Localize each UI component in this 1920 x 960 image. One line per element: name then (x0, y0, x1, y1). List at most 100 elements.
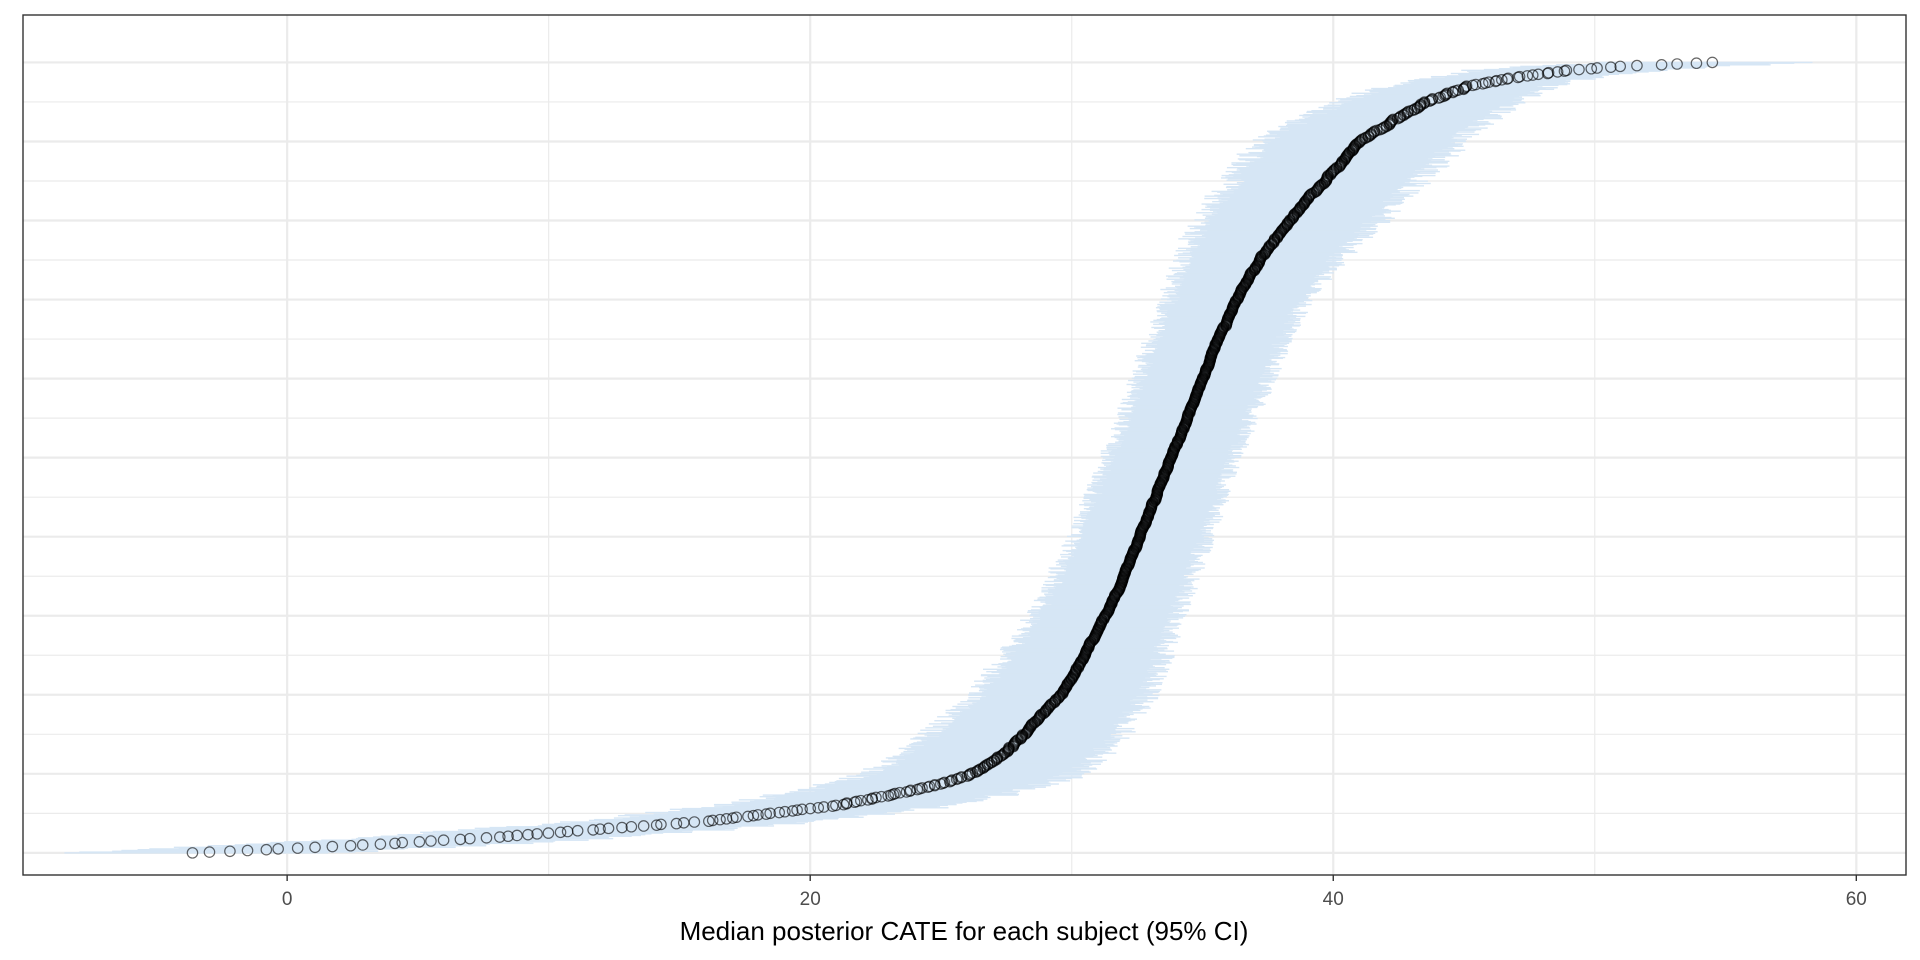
ci-bar (1027, 611, 1174, 614)
ci-bar (970, 708, 1143, 710)
ci-bar (999, 648, 1159, 651)
median-point (779, 805, 791, 818)
median-point (923, 780, 936, 793)
median-point (1671, 58, 1683, 70)
median-point (522, 828, 534, 841)
ci-bar (1279, 128, 1482, 131)
ci-bar (982, 691, 1159, 693)
ci-bar (1233, 189, 1420, 192)
ci-bar (1053, 595, 1193, 597)
ci-bar (1065, 563, 1206, 565)
median-point (309, 841, 321, 854)
ci-bar (1093, 472, 1222, 474)
ci-bar (1189, 265, 1340, 267)
ci-bar (1148, 374, 1279, 376)
median-point (594, 823, 606, 835)
ci-bar (598, 820, 814, 822)
ci-bar (422, 833, 652, 835)
median-point (850, 795, 863, 808)
ci-bar (1205, 236, 1374, 238)
ci-bar (1071, 525, 1203, 527)
ci-bar (731, 803, 956, 805)
ci-bar (207, 845, 487, 847)
ci-bar (64, 852, 329, 854)
ci-bar (617, 814, 855, 817)
ci-bar (1079, 542, 1212, 544)
ci-bar (1346, 97, 1515, 99)
ci-bar (1117, 407, 1248, 409)
median-point (938, 776, 951, 789)
ci-bar (506, 826, 742, 828)
ci-bar (1394, 84, 1559, 87)
ci-bar (137, 849, 378, 851)
ci-bar (1221, 177, 1411, 179)
ci-bar (1211, 190, 1399, 193)
median-point (1605, 61, 1617, 73)
ci-bar (645, 811, 887, 814)
ci-bar (1246, 165, 1450, 167)
median-point (655, 818, 667, 831)
median-point (1521, 70, 1534, 82)
ci-bar (570, 822, 797, 824)
ci-bar (420, 831, 693, 833)
ci-bar (789, 791, 1019, 793)
ci-bar (1201, 235, 1370, 237)
median-point (1502, 72, 1515, 85)
ci-bar (554, 822, 805, 825)
ci-bar (1012, 659, 1170, 662)
ci-bar (1156, 310, 1293, 312)
ci-bar (311, 840, 556, 842)
ci-bar (1263, 149, 1466, 151)
ci-bar (284, 841, 554, 843)
ci-bar (1590, 62, 1795, 64)
median-point (389, 837, 401, 850)
median-point (817, 801, 830, 813)
ci-bar (460, 830, 693, 832)
median-point (1426, 93, 1439, 105)
ci-bar (1178, 290, 1320, 292)
median-point (571, 824, 584, 837)
ci-bar (1542, 64, 1731, 67)
ci-bar (1248, 151, 1435, 154)
ci-bar (1414, 79, 1571, 81)
ci-bar (1142, 388, 1272, 390)
ci-bar (1147, 375, 1279, 377)
ci-bar (970, 686, 1141, 688)
ci-bar (920, 729, 1116, 731)
ci-bar (928, 723, 1118, 725)
median-point (511, 829, 523, 842)
ci-bar (1263, 156, 1446, 159)
median-point (1631, 59, 1643, 72)
median-point (587, 824, 599, 836)
ci-bar (937, 716, 1127, 718)
ci-bar (1132, 373, 1263, 375)
ci-bar (112, 850, 379, 852)
median-point (1526, 69, 1539, 81)
ci-bar (1237, 158, 1428, 160)
ci-bar (1340, 98, 1522, 101)
median-point (260, 843, 273, 856)
ci-bar (1213, 210, 1401, 212)
median-point (870, 791, 882, 804)
ci-bar (681, 807, 911, 810)
median-point (396, 836, 409, 849)
median-point (773, 806, 786, 819)
ci-bar (1017, 629, 1164, 631)
ci-bar (1126, 383, 1261, 386)
ci-bar (1134, 360, 1272, 362)
ci-bar (1078, 534, 1215, 537)
ci-bar (1190, 261, 1345, 264)
ci-bar (457, 829, 735, 831)
median-point (1496, 74, 1508, 86)
ci-bar (834, 780, 1049, 783)
ci-bar (1229, 197, 1405, 199)
ci-bar (1167, 315, 1306, 318)
ci-bar (373, 836, 609, 838)
median-point (413, 835, 426, 848)
ci-bar (1033, 599, 1179, 602)
median-point (1690, 57, 1703, 70)
ci-bar (1212, 200, 1384, 203)
ci-bar (1596, 61, 1813, 64)
ci-bar (1241, 178, 1411, 181)
